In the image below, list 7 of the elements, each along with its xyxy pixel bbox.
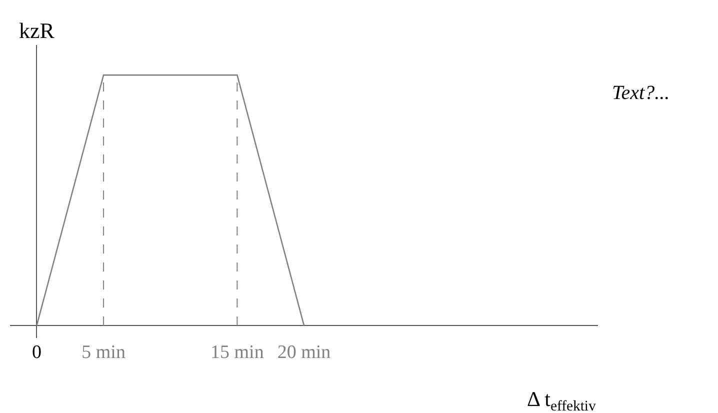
x-axis-title: Δ t$_{effektiv}$ bbox=[527, 387, 596, 413]
text: Text?... bbox=[612, 82, 670, 104]
x-tick-label: 5 min bbox=[82, 342, 126, 363]
x-tick-label: 20 min bbox=[277, 342, 332, 363]
x-tick-label: 0 bbox=[32, 342, 42, 363]
y-axis-title: kzR bbox=[19, 18, 55, 43]
x-tick-label: 15 min bbox=[210, 342, 264, 363]
